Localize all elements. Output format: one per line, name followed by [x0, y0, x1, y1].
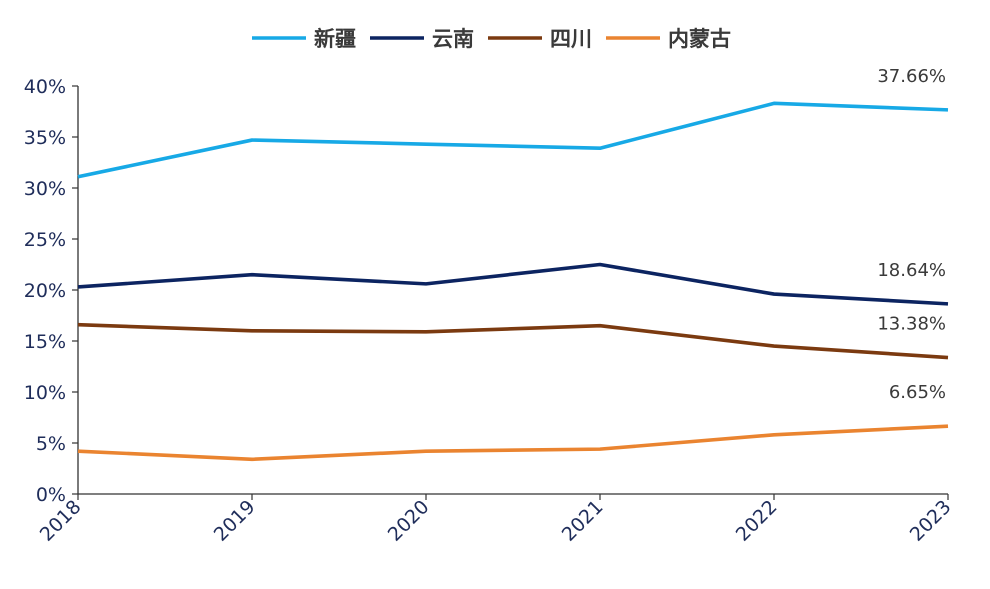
y-tick-label: 20%	[24, 280, 66, 302]
x-tick-label: 2019	[210, 496, 260, 546]
series-line-4	[77, 424, 949, 462]
x-tick-label: 2020	[384, 496, 434, 546]
end-label-2: 18.64%	[877, 260, 946, 281]
x-tick-label: 2023	[906, 496, 956, 546]
y-tick-label: 5%	[36, 433, 66, 455]
x-tick-label: 2021	[558, 496, 608, 546]
legend-label-3: 四川	[550, 27, 592, 51]
end-label-4: 6.65%	[889, 382, 946, 403]
y-tick-label: 0%	[36, 484, 66, 506]
x-axis: 2018 2019 2020 2021 2022 2023	[36, 493, 956, 546]
legend-label-4: 内蒙古	[668, 27, 731, 51]
legend-label-2: 云南	[432, 27, 474, 51]
legend-label-1: 新疆	[314, 27, 356, 51]
y-axis: 0% 5% 10% 15% 20% 25% 30% 35% 40%	[24, 76, 79, 506]
y-tick-label: 15%	[24, 331, 66, 353]
x-tick-label: 2022	[732, 496, 782, 546]
series-group	[77, 101, 949, 462]
end-label-3: 13.38%	[877, 314, 946, 335]
y-tick-label: 35%	[24, 127, 66, 149]
legend: 新疆 云南 四川 内蒙古	[252, 27, 731, 51]
end-labels: 37.66% 18.64% 13.38% 6.65%	[877, 66, 946, 403]
series-line-2	[77, 262, 949, 306]
y-tick-label: 10%	[24, 382, 66, 404]
y-tick-label: 25%	[24, 229, 66, 251]
series-line-1	[77, 101, 949, 179]
y-tick-label: 30%	[24, 178, 66, 200]
y-tick-label: 40%	[24, 76, 66, 98]
end-label-1: 37.66%	[877, 66, 946, 87]
series-line-3	[77, 322, 949, 360]
